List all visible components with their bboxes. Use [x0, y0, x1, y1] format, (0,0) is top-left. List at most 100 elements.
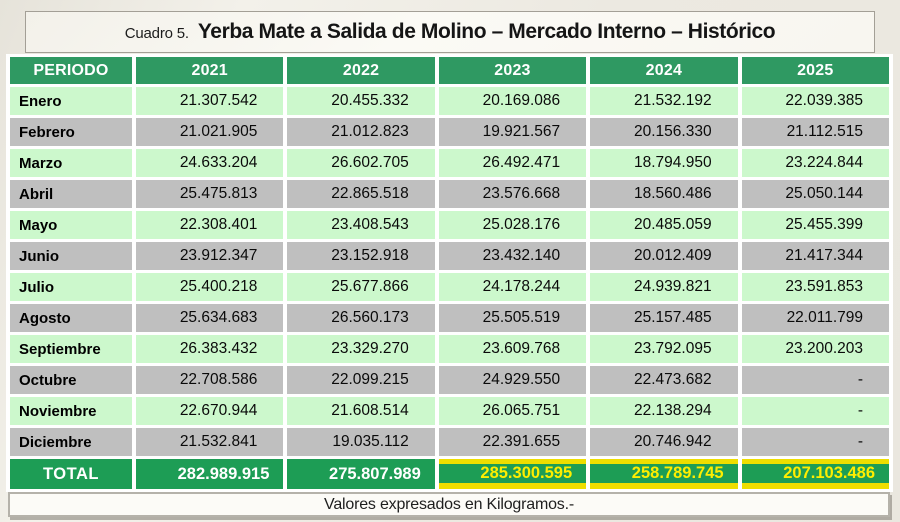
value-cell: 22.138.294	[590, 397, 738, 425]
value-cell: 24.929.550	[438, 366, 587, 394]
value-cell: 23.432.140	[438, 242, 587, 270]
value-cell: 24.178.244	[438, 273, 587, 301]
value-cell: 22.391.655	[438, 428, 587, 456]
value-cell: 25.400.218	[136, 273, 284, 301]
value-cell: 21.532.841	[136, 428, 284, 456]
value-cell: 21.021.905	[136, 118, 284, 146]
total-value-2023-highlighted: 285.300.595	[438, 459, 587, 489]
yerba-mate-data-table: PERIODO 2021 2022 2023 2024 2025 Enero 2…	[6, 54, 893, 492]
month-label: Abril	[10, 180, 132, 208]
column-header-2022: 2022	[287, 57, 435, 84]
value-cell: 25.455.399	[741, 211, 889, 239]
value-cell: 21.532.192	[590, 87, 738, 115]
value-cell: 25.505.519	[438, 304, 587, 332]
value-cell: 25.634.683	[136, 304, 284, 332]
month-label: Marzo	[10, 149, 132, 177]
value-cell: 18.794.950	[590, 149, 738, 177]
total-value-2025-highlighted: 207.103.486	[741, 459, 889, 489]
value-cell: 22.708.586	[136, 366, 284, 394]
value-cell: 24.939.821	[590, 273, 738, 301]
table-row-octubre: Octubre 22.708.586 22.099.215 24.929.550…	[10, 366, 889, 394]
total-value-2022: 275.807.989	[287, 459, 435, 489]
month-label: Octubre	[10, 366, 132, 394]
value-cell: 24.633.204	[136, 149, 284, 177]
month-label: Mayo	[10, 211, 132, 239]
value-cell: 18.560.486	[590, 180, 738, 208]
column-header-2025: 2025	[741, 57, 889, 84]
value-cell: 20.169.086	[438, 87, 587, 115]
value-cell: 23.200.203	[741, 335, 889, 363]
value-cell: 22.865.518	[287, 180, 435, 208]
value-cell: 25.677.866	[287, 273, 435, 301]
value-cell: 26.383.432	[136, 335, 284, 363]
value-cell: 25.475.813	[136, 180, 284, 208]
table-row-noviembre: Noviembre 22.670.944 21.608.514 26.065.7…	[10, 397, 889, 425]
table-row-febrero: Febrero 21.021.905 21.012.823 19.921.567…	[10, 118, 889, 146]
footnote-box: Valores expresados en Kilogramos.-	[8, 492, 890, 517]
total-row: TOTAL 282.989.915 275.807.989 285.300.59…	[10, 459, 889, 489]
value-cell: 26.065.751	[438, 397, 587, 425]
value-cell: 22.099.215	[287, 366, 435, 394]
value-cell: 25.157.485	[590, 304, 738, 332]
footnote-text: Valores expresados en Kilogramos.-	[324, 495, 574, 513]
table-number-label: Cuadro 5.	[124, 25, 189, 42]
value-cell: 22.473.682	[590, 366, 738, 394]
value-cell: -	[741, 366, 889, 394]
value-cell: 20.455.332	[287, 87, 435, 115]
column-header-2021: 2021	[136, 57, 284, 84]
value-cell: 20.012.409	[590, 242, 738, 270]
value-cell: 26.492.471	[438, 149, 587, 177]
table-row-abril: Abril 25.475.813 22.865.518 23.576.668 1…	[10, 180, 889, 208]
column-header-2023: 2023	[438, 57, 587, 84]
month-label: Febrero	[10, 118, 132, 146]
value-cell: -	[741, 397, 889, 425]
total-label: TOTAL	[10, 459, 132, 489]
table-row-diciembre: Diciembre 21.532.841 19.035.112 22.391.6…	[10, 428, 889, 456]
value-cell: 23.576.668	[438, 180, 587, 208]
table-row-marzo: Marzo 24.633.204 26.602.705 26.492.471 1…	[10, 149, 889, 177]
table-row-junio: Junio 23.912.347 23.152.918 23.432.140 2…	[10, 242, 889, 270]
value-cell: 20.156.330	[590, 118, 738, 146]
month-label: Agosto	[10, 304, 132, 332]
value-cell: 26.602.705	[287, 149, 435, 177]
value-cell: 23.912.347	[136, 242, 284, 270]
value-cell: 26.560.173	[287, 304, 435, 332]
value-cell: 23.329.270	[287, 335, 435, 363]
value-cell: 22.308.401	[136, 211, 284, 239]
value-cell: 23.224.844	[741, 149, 889, 177]
page-title: Yerba Mate a Salida de Molino – Mercado …	[197, 20, 776, 43]
month-label: Junio	[10, 242, 132, 270]
value-cell: 23.591.853	[741, 273, 889, 301]
value-cell: 21.307.542	[136, 87, 284, 115]
table-row-julio: Julio 25.400.218 25.677.866 24.178.244 2…	[10, 273, 889, 301]
value-cell: 23.152.918	[287, 242, 435, 270]
value-cell: 21.417.344	[741, 242, 889, 270]
total-value-2024-highlighted: 258.789.745	[590, 459, 738, 489]
month-label: Diciembre	[10, 428, 132, 456]
value-cell: 19.035.112	[287, 428, 435, 456]
table-title-box: Cuadro 5. Yerba Mate a Salida de Molino …	[25, 11, 875, 53]
value-cell: 21.112.515	[741, 118, 889, 146]
value-cell: 25.050.144	[741, 180, 889, 208]
value-cell: 21.012.823	[287, 118, 435, 146]
total-value-2021: 282.989.915	[136, 459, 284, 489]
value-cell: 23.408.543	[287, 211, 435, 239]
value-cell: 22.039.385	[741, 87, 889, 115]
value-cell: 20.485.059	[590, 211, 738, 239]
column-header-2024: 2024	[590, 57, 738, 84]
value-cell: -	[741, 428, 889, 456]
table-row-agosto: Agosto 25.634.683 26.560.173 25.505.519 …	[10, 304, 889, 332]
month-label: Noviembre	[10, 397, 132, 425]
value-cell: 25.028.176	[438, 211, 587, 239]
month-label: Julio	[10, 273, 132, 301]
value-cell: 23.792.095	[590, 335, 738, 363]
table-row-enero: Enero 21.307.542 20.455.332 20.169.086 2…	[10, 87, 889, 115]
value-cell: 20.746.942	[590, 428, 738, 456]
value-cell: 22.011.799	[741, 304, 889, 332]
month-label: Enero	[10, 87, 132, 115]
value-cell: 19.921.567	[438, 118, 587, 146]
column-header-periodo: PERIODO	[10, 57, 132, 84]
value-cell: 22.670.944	[136, 397, 284, 425]
table-row-mayo: Mayo 22.308.401 23.408.543 25.028.176 20…	[10, 211, 889, 239]
table-row-septiembre: Septiembre 26.383.432 23.329.270 23.609.…	[10, 335, 889, 363]
